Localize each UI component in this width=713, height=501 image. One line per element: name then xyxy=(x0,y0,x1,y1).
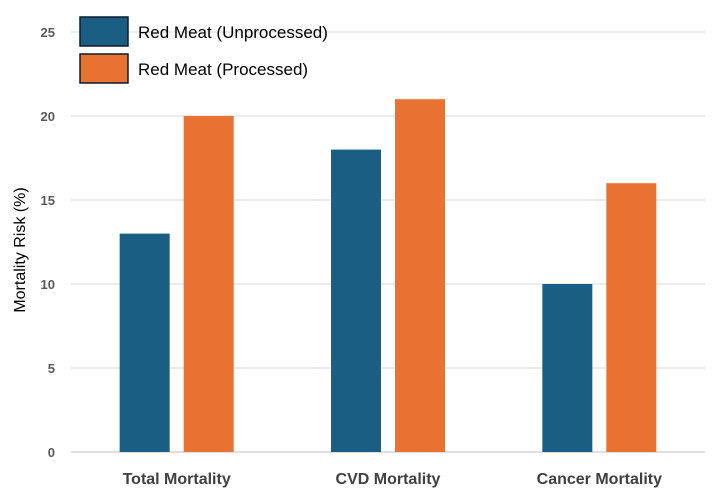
bar-cvd-mortality-series-1 xyxy=(331,149,381,452)
legend: Red Meat (Unprocessed) Red Meat (Processe… xyxy=(79,16,328,84)
x-category-label: CVD Mortality xyxy=(336,471,441,488)
bar-cancer-mortality-series-2 xyxy=(606,183,657,452)
y-tick-label: 20 xyxy=(41,109,55,124)
y-tick-label: 10 xyxy=(41,277,55,292)
x-category-label: Cancer Mortality xyxy=(537,471,662,488)
y-tick-label: 15 xyxy=(41,193,55,208)
legend-swatch xyxy=(79,53,129,84)
legend-swatch xyxy=(79,16,129,47)
legend-label: Red Meat (Processed) xyxy=(138,60,308,79)
legend-label: Red Meat (Unprocessed) xyxy=(138,23,328,42)
x-axis-category-labels: Total Mortality CVD Mortality Cancer Morta… xyxy=(123,471,663,488)
bar-cvd-mortality-series-2 xyxy=(395,99,445,452)
y-axis-ticks: 0 5 10 15 20 25 xyxy=(41,25,55,460)
bar-cancer-mortality-series-1 xyxy=(542,284,593,452)
y-tick-label: 0 xyxy=(48,445,55,460)
gridlines xyxy=(71,31,705,453)
bars xyxy=(119,99,657,452)
bar-total-mortality-series-2 xyxy=(183,116,234,452)
y-tick-label: 25 xyxy=(41,25,55,40)
y-tick-label: 5 xyxy=(48,361,55,376)
y-axis-title: Mortality Risk (%) xyxy=(12,187,29,312)
bar-total-mortality-series-1 xyxy=(119,233,170,452)
x-category-label: Total Mortality xyxy=(123,471,231,488)
